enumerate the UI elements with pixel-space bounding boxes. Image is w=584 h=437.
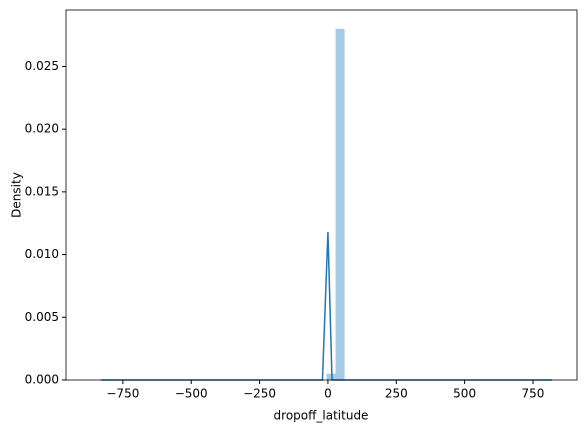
bar bbox=[326, 373, 336, 380]
y-axis-label: Density bbox=[10, 172, 24, 218]
x-tick-label: −250 bbox=[243, 387, 276, 401]
x-tick-label: −500 bbox=[175, 387, 208, 401]
y-tick-label: 0.000 bbox=[25, 373, 59, 387]
x-tick-label: 250 bbox=[385, 387, 408, 401]
x-tick-label: −750 bbox=[106, 387, 139, 401]
y-tick-label: 0.015 bbox=[25, 184, 59, 198]
x-tick-label: 500 bbox=[453, 387, 476, 401]
plot-frame bbox=[65, 9, 578, 381]
y-tick-label: 0.005 bbox=[25, 310, 59, 324]
bar bbox=[335, 28, 345, 380]
y-tick-label: 0.020 bbox=[25, 122, 59, 136]
x-axis-label: dropoff_latitude bbox=[274, 409, 369, 423]
y-tick-label: 0.010 bbox=[25, 247, 59, 261]
x-tick-label: 750 bbox=[522, 387, 545, 401]
x-tick-label: 0 bbox=[324, 387, 332, 401]
y-tick-label: 0.025 bbox=[25, 59, 59, 73]
kde-line bbox=[100, 231, 553, 381]
